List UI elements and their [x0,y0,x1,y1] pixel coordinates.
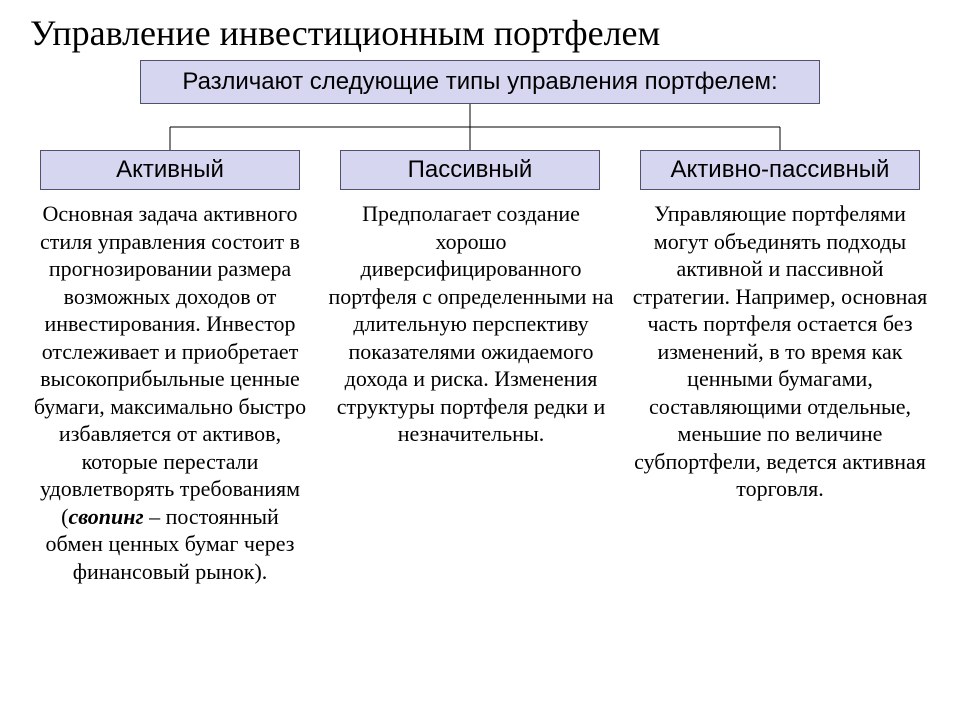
desc-mixed: Управляющие портфелями могут объединять … [630,200,930,503]
node-mixed-label: Активно-пассивный [671,156,890,184]
node-active-label: Активный [116,156,224,184]
node-active: Активный [40,150,300,190]
desc-passive: Предполагает создание хорошо диверсифици… [326,200,616,448]
root-node-label: Различают следующие типы управления порт… [182,68,777,96]
node-passive: Пассивный [340,150,600,190]
desc-active-italic: свопинг [69,504,144,529]
desc-active: Основная задача активного стиля управлен… [30,200,310,585]
root-node: Различают следующие типы управления порт… [140,60,820,104]
desc-active-pre: Основная задача активного стиля управлен… [34,201,306,529]
node-passive-label: Пассивный [408,156,533,184]
page-title: Управление инвестиционным портфелем [30,12,660,54]
node-mixed: Активно-пассивный [640,150,920,190]
